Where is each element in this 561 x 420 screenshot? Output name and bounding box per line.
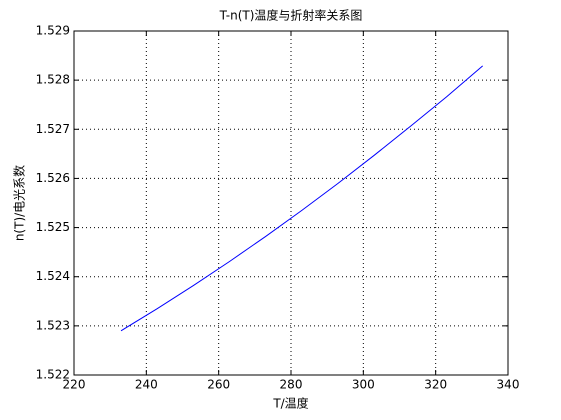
x-tick-label: 320 [424,378,447,392]
y-axis-label: n(T)/电光系数 [12,165,27,241]
y-tick-label: 1.523 [36,318,70,332]
x-tick-label: 260 [207,378,230,392]
x-tick-label: 300 [352,378,375,392]
y-tick-label: 1.525 [36,220,70,234]
chart-title: T-n(T)温度与折射率关系图 [219,8,363,23]
x-tick-label: 340 [497,378,520,392]
x-tick-label: 220 [63,378,86,392]
x-tick-label: 240 [135,378,158,392]
x-tick-label: 280 [280,378,303,392]
y-tick-label: 1.527 [36,122,70,136]
y-tick-label: 1.529 [36,24,70,38]
y-tick-label: 1.526 [36,171,70,185]
line-series [120,65,484,332]
y-tick-label: 1.524 [36,269,70,283]
x-axis-label: T/温度 [272,396,308,411]
y-tick-label: 1.528 [36,73,70,87]
y-tick-label: 1.522 [36,368,70,382]
